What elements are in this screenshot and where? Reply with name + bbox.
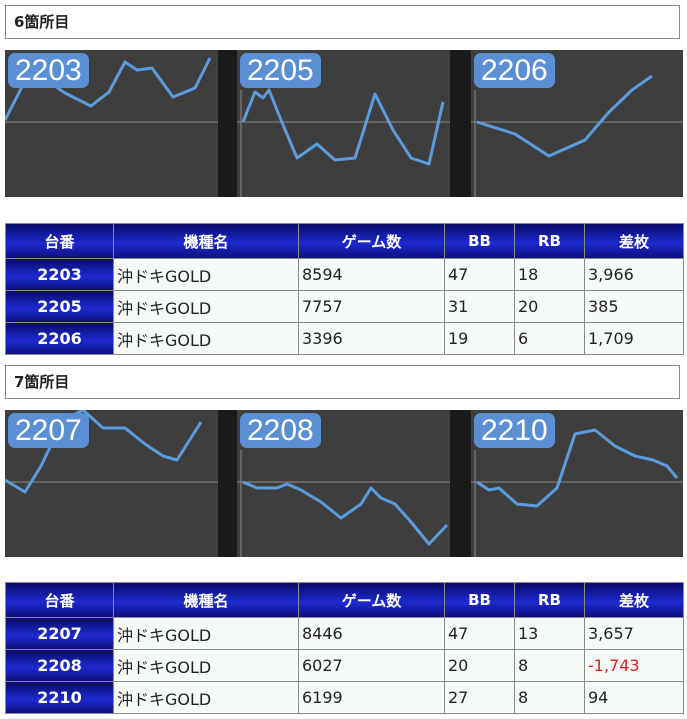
graph-svg-2207 [5, 410, 218, 494]
diff-value: 3,657 [584, 617, 684, 650]
header-rb: RB [514, 223, 585, 259]
machine-number[interactable]: 2203 [5, 258, 114, 291]
graph-panel-2203[interactable]: 2203 [5, 50, 218, 197]
model-name: 沖ドキGOLD [113, 617, 299, 650]
data-table-2: 台番 機種名 ゲーム数 BB RB 差枚 2207 沖ドキGOLD 8446 4… [5, 582, 684, 714]
diff-value: -1,743 [584, 649, 684, 682]
machine-number[interactable]: 2207 [5, 617, 114, 650]
header-machine-number: 台番 [5, 223, 114, 259]
game-count: 3396 [298, 322, 445, 355]
header-model-name: 機種名 [113, 223, 299, 259]
rb-count: 20 [514, 290, 585, 323]
graph-panel-2207[interactable]: 2207 [5, 410, 218, 557]
graph-svg-2206 [471, 74, 683, 197]
table-row: 2203 沖ドキGOLD 8594 47 18 3,966 [5, 258, 684, 291]
graph-label-2205: 2205 [240, 53, 321, 88]
graph-line-2210 [476, 428, 679, 508]
header-bb: BB [444, 582, 515, 618]
header-diff: 差枚 [584, 582, 684, 618]
machine-number[interactable]: 2210 [5, 681, 114, 714]
header-rb: RB [514, 582, 585, 618]
bb-count: 19 [444, 322, 515, 355]
header-game-count: ゲーム数 [298, 223, 445, 259]
bb-count: 20 [444, 649, 515, 682]
graph-label-2203: 2203 [8, 53, 89, 88]
header-model-name: 機種名 [113, 582, 299, 618]
graph-panel-2208[interactable]: 2208 [237, 410, 450, 557]
table-header-row: 台番 機種名 ゲーム数 BB RB 差枚 [5, 223, 684, 259]
graph-line-2207 [5, 410, 203, 494]
game-count: 6199 [298, 681, 445, 714]
section-title-1: 6箇所目 [5, 5, 680, 39]
section-title-2: 7箇所目 [5, 365, 680, 399]
graph-label-2206: 2206 [474, 53, 555, 88]
table-header-row: 台番 機種名 ゲーム数 BB RB 差枚 [5, 582, 684, 618]
graph-svg-2208 [237, 450, 450, 557]
model-name: 沖ドキGOLD [113, 649, 299, 682]
model-name: 沖ドキGOLD [113, 258, 299, 291]
rb-count: 18 [514, 258, 585, 291]
graph-row-2: 2207 2208 2210 [5, 410, 683, 557]
machine-number[interactable]: 2208 [5, 649, 114, 682]
rb-count: 8 [514, 681, 585, 714]
table-row: 2208 沖ドキGOLD 6027 20 8 -1,743 [5, 649, 684, 682]
game-count: 6027 [298, 649, 445, 682]
game-count: 8446 [298, 617, 445, 650]
graph-panel-2210[interactable]: 2210 [471, 410, 683, 557]
graph-line-2206 [476, 74, 653, 158]
graph-line-2208 [242, 480, 449, 546]
diff-value: 94 [584, 681, 684, 714]
model-name: 沖ドキGOLD [113, 681, 299, 714]
graph-panel-2205[interactable]: 2205 [237, 50, 450, 197]
graph-row-1: 2203 2205 2206 [5, 50, 683, 197]
game-count: 8594 [298, 258, 445, 291]
table-row: 2207 沖ドキGOLD 8446 47 13 3,657 [5, 617, 684, 650]
game-count: 7757 [298, 290, 445, 323]
graph-label-2207: 2207 [8, 413, 89, 448]
bb-count: 47 [444, 258, 515, 291]
diff-value: 385 [584, 290, 684, 323]
graph-label-2208: 2208 [240, 413, 321, 448]
diff-value: 3,966 [584, 258, 684, 291]
model-name: 沖ドキGOLD [113, 290, 299, 323]
data-table-1: 台番 機種名 ゲーム数 BB RB 差枚 2203 沖ドキGOLD 8594 4… [5, 223, 684, 355]
bb-count: 31 [444, 290, 515, 323]
graph-svg-2205 [237, 88, 450, 197]
rb-count: 13 [514, 617, 585, 650]
table-row: 2206 沖ドキGOLD 3396 19 6 1,709 [5, 322, 684, 355]
header-bb: BB [444, 223, 515, 259]
model-name: 沖ドキGOLD [113, 322, 299, 355]
rb-count: 6 [514, 322, 585, 355]
graph-label-2210: 2210 [474, 413, 555, 448]
header-game-count: ゲーム数 [298, 582, 445, 618]
graph-panel-2206[interactable]: 2206 [471, 50, 683, 197]
rb-count: 8 [514, 649, 585, 682]
machine-number[interactable]: 2205 [5, 290, 114, 323]
table-row: 2205 沖ドキGOLD 7757 31 20 385 [5, 290, 684, 323]
machine-number[interactable]: 2206 [5, 322, 114, 355]
header-machine-number: 台番 [5, 582, 114, 618]
diff-value: 1,709 [584, 322, 684, 355]
bb-count: 47 [444, 617, 515, 650]
header-diff: 差枚 [584, 223, 684, 259]
table-row: 2210 沖ドキGOLD 6199 27 8 94 [5, 681, 684, 714]
graph-line-2205 [241, 88, 445, 166]
graph-svg-2210 [471, 428, 683, 557]
bb-count: 27 [444, 681, 515, 714]
